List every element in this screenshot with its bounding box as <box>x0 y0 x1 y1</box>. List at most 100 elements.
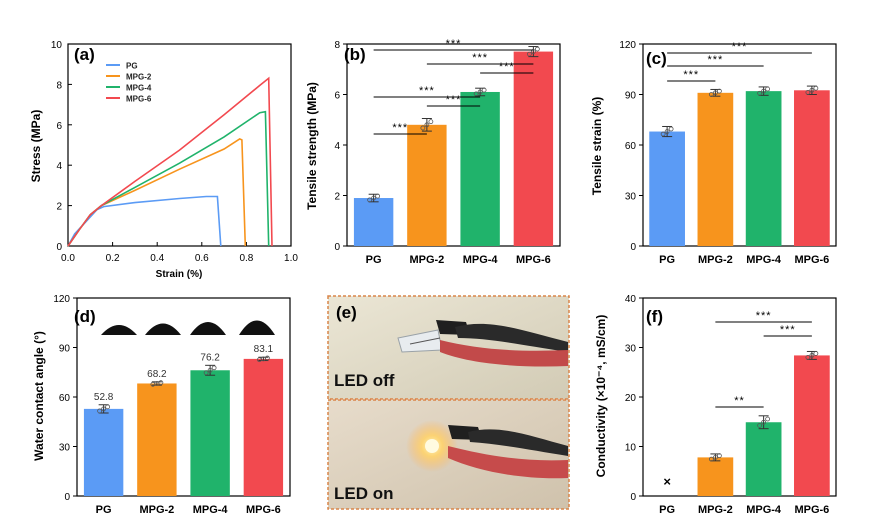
bar-value-label: 76.2 <box>200 352 220 363</box>
y-tick-label: 0 <box>64 492 70 503</box>
y-tick-label: 60 <box>625 141 637 152</box>
bar-value-label: 83.1 <box>254 344 274 355</box>
x-tick-label: 0.6 <box>195 253 209 264</box>
bar-mpg-2 <box>137 383 177 496</box>
significance-label: ** <box>734 395 745 407</box>
replicate-point <box>809 353 815 358</box>
replicate-point <box>105 404 111 410</box>
series-line-mpg-4 <box>67 110 270 247</box>
y-tick-label: 30 <box>59 443 71 454</box>
bar-mpg-2 <box>407 124 447 246</box>
bar-mpg-4 <box>745 91 782 246</box>
replicate-point <box>526 51 532 57</box>
series-line-mpg-6 <box>67 76 273 247</box>
y-tick-label: 8 <box>334 40 340 51</box>
missing-marker: × <box>663 474 671 489</box>
replicate-point <box>371 195 377 201</box>
x-tick-label: 0.2 <box>106 253 120 264</box>
x-tick-label: MPG-6 <box>246 504 281 516</box>
significance-label: *** <box>499 61 515 73</box>
replicate-point <box>716 88 722 94</box>
y-tick-label: 90 <box>59 344 71 355</box>
significance-label: *** <box>756 310 772 322</box>
panel-d-label: (d) <box>74 307 96 326</box>
y-tick-label: 6 <box>56 121 62 132</box>
y-tick-label: 10 <box>51 40 63 51</box>
y-tick-label: 120 <box>53 294 70 305</box>
series-line-mpg-2 <box>67 137 247 247</box>
y-axis-label: Tensile strain (%) <box>590 97 604 195</box>
panel-b-label: (b) <box>344 45 366 64</box>
replicate-point <box>757 90 763 96</box>
significance-label: *** <box>392 122 408 134</box>
legend: PG MPG-2 MPG-4 MPG-6 <box>106 62 152 104</box>
x-tick-label: MPG-6 <box>516 254 551 266</box>
y-axis-label: Conductivity (×10⁻⁴, mS/cm) <box>594 315 608 478</box>
replicate-point <box>813 85 819 91</box>
legend-entry: MPG-2 <box>126 73 152 82</box>
replicate-point <box>805 89 811 95</box>
x-tick-label: MPG-4 <box>746 254 782 266</box>
significance-label: *** <box>419 85 435 97</box>
replicate-point <box>805 354 811 360</box>
plot-frame <box>67 43 292 247</box>
y-tick-label: 30 <box>625 192 637 203</box>
replicate-point <box>203 370 209 376</box>
panel-a-label: (a) <box>74 45 95 64</box>
replicate-point <box>420 125 426 131</box>
photo-frame-bottom <box>327 399 570 510</box>
droplet-icon <box>101 325 137 335</box>
panel-f-conductivity-chart: (f) Conductivity (×10⁻⁴, mS/cm) 0 10 20 30 4… <box>594 294 837 516</box>
y-tick-label: 4 <box>334 141 340 152</box>
legend-entry: PG <box>126 62 138 71</box>
x-tick-label: 1.0 <box>284 253 298 264</box>
panel-d-contact-angle-chart: (d) Water contact angle (°) 0 30 60 90 120 PG… <box>32 294 291 516</box>
y-tick-label: 8 <box>56 80 62 91</box>
x-tick-label: MPG-4 <box>463 254 499 266</box>
bar-mpg-2 <box>697 92 734 246</box>
replicate-point <box>761 88 767 94</box>
y-tick-label: 6 <box>334 91 340 102</box>
series-line-pg <box>67 195 222 247</box>
x-tick-label: 0.8 <box>239 253 253 264</box>
droplet-icons <box>101 320 275 335</box>
led-on-scene <box>406 420 568 479</box>
replicate-point <box>428 119 434 125</box>
x-tick-label: MPG-2 <box>139 504 174 516</box>
x-tick-label: PG <box>96 504 112 516</box>
bar-mpg-2 <box>697 457 734 496</box>
x-tick-label: MPG-6 <box>794 504 829 516</box>
y-axis-label: Tensile strength (MPa) <box>305 82 319 210</box>
photo-frame-top <box>327 295 570 400</box>
panel-f-label: (f) <box>646 307 663 326</box>
panel-e-label: (e) <box>336 303 357 322</box>
x-tick-label: MPG-2 <box>698 504 733 516</box>
y-tick-label: 30 <box>625 344 637 355</box>
bar-mpg-4 <box>190 370 230 496</box>
y-tick-label: 60 <box>59 393 71 404</box>
replicate-point <box>367 197 373 203</box>
x-tick-label: 0.0 <box>61 253 75 264</box>
significance-label: *** <box>683 69 699 81</box>
droplet-icon <box>145 323 181 335</box>
replicate-point <box>708 456 714 462</box>
panel-c-tensile-strain-chart: (c) Tensile strain (%) 0 30 60 90 120 PG MPG-2… <box>590 40 837 266</box>
legend-entry: MPG-4 <box>126 84 152 93</box>
led-off-scene <box>397 320 568 367</box>
y-axis-label: Stress (MPa) <box>29 110 43 183</box>
replicate-point <box>424 122 430 128</box>
panel-c-label: (c) <box>646 49 667 68</box>
x-tick-label: PG <box>659 254 675 266</box>
replicate-point <box>534 46 540 52</box>
x-axis-label: Strain (%) <box>156 269 203 280</box>
x-tick-label: PG <box>659 504 675 516</box>
y-tick-label: 0 <box>334 242 340 253</box>
x-tick-label: MPG-2 <box>698 254 733 266</box>
bar-pg <box>83 408 124 496</box>
y-tick-label: 40 <box>625 294 637 305</box>
replicate-point <box>101 406 107 412</box>
replicate-point <box>765 86 771 92</box>
x-tick-label: MPG-4 <box>746 504 782 516</box>
significance-label: *** <box>732 41 748 53</box>
replicate-point <box>664 129 670 134</box>
